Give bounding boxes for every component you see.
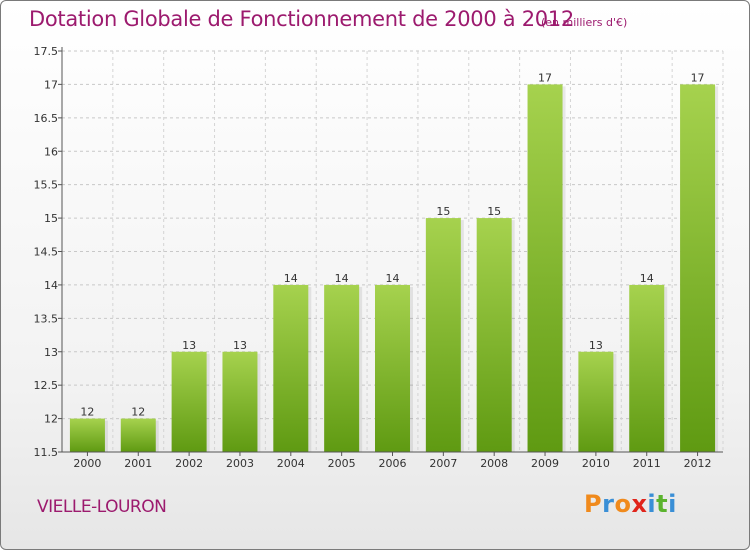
y-tick-label: 13.5	[34, 312, 59, 325]
logo-letter: i	[668, 490, 677, 518]
x-tick-label-2005: 2005	[328, 457, 356, 470]
logo-letter: P	[584, 490, 603, 518]
bar-2009	[527, 84, 563, 453]
data-label-2009: 17	[538, 71, 552, 84]
bar-2004	[273, 284, 309, 452]
y-tick-label: 16	[44, 145, 58, 158]
y-tick-label: 15.5	[34, 179, 59, 192]
x-tick-label-2010: 2010	[582, 457, 610, 470]
bar-2005	[324, 284, 360, 452]
x-tick-label-2004: 2004	[277, 457, 305, 470]
y-tick-label: 12	[44, 413, 58, 426]
bar-2007	[425, 218, 461, 452]
data-label-2008: 15	[487, 205, 501, 218]
labels: 11.5 12 12.5 13 13.5 14 14.5 15 15.5 16 16.5 17 17.5…	[34, 45, 712, 470]
y-tick-label: 17.5	[34, 45, 59, 58]
x-tick-label-2003: 2003	[226, 457, 254, 470]
y-tick-label: 15	[44, 212, 58, 225]
bar-2006	[375, 284, 410, 452]
x-tick-label-2008: 2008	[480, 457, 508, 470]
logo-letter: t	[656, 490, 669, 518]
data-label-2000: 12	[80, 406, 94, 419]
bar-2011	[629, 284, 665, 452]
logo-letter: x	[631, 490, 648, 518]
y-tick-label: 14.5	[34, 246, 59, 259]
x-tick-label-2007: 2007	[429, 457, 457, 470]
data-label-2003: 13	[233, 339, 247, 352]
data-label-2005: 14	[335, 272, 349, 285]
y-tick-label: 12.5	[34, 379, 59, 392]
proxiti-logo: Proxiti	[584, 490, 677, 518]
bar-2002	[171, 351, 207, 452]
chart-title: Dotation Globale de Fonctionnement de 20…	[29, 7, 574, 31]
data-label-2012: 17	[691, 71, 705, 84]
bar-2010	[578, 351, 614, 452]
x-tick-label-2002: 2002	[175, 457, 203, 470]
bars	[69, 84, 719, 453]
y-tick-label: 14	[44, 279, 58, 292]
data-label-2004: 14	[284, 272, 298, 285]
chart-unit-note: (en milliers d'€)	[541, 16, 628, 29]
bar-2003	[222, 351, 258, 452]
bar-2000	[69, 418, 105, 452]
y-tick-label: 17	[44, 78, 58, 91]
y-tick-label: 13	[44, 346, 58, 359]
x-tick-label-2011: 2011	[633, 457, 661, 470]
bar-2001	[120, 418, 156, 452]
y-tick-label: 16.5	[34, 112, 59, 125]
data-label-2011: 14	[640, 272, 654, 285]
data-label-2001: 12	[131, 406, 145, 419]
x-tick-label-2000: 2000	[73, 457, 101, 470]
x-tick-label-2009: 2009	[531, 457, 559, 470]
logo-letter: i	[647, 490, 657, 518]
axes	[58, 47, 723, 456]
x-tick-label-2012: 2012	[684, 457, 712, 470]
logo-letter: r	[602, 490, 615, 518]
data-label-2002: 13	[182, 339, 196, 352]
x-tick-label-2006: 2006	[379, 457, 407, 470]
bar-2012	[680, 84, 716, 453]
logo-letter: o	[614, 490, 632, 518]
y-tick-label: 11.5	[34, 446, 59, 459]
bar-2008	[476, 218, 512, 452]
commune-name: VIELLE-LOURON	[37, 497, 167, 517]
data-label-2006: 14	[386, 272, 400, 285]
x-tick-label-2001: 2001	[124, 457, 152, 470]
data-label-2010: 13	[589, 339, 603, 352]
data-label-2007: 15	[436, 205, 450, 218]
